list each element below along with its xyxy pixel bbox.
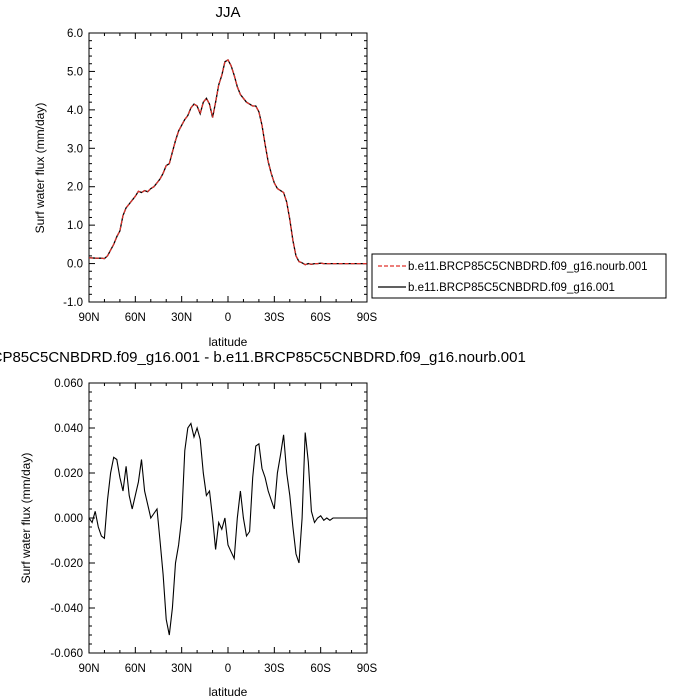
y-tick-label: 6.0 xyxy=(67,28,83,40)
y-tick-label: 1.0 xyxy=(67,220,83,232)
chart-title: b.e11.BRCP85C5CNBDRD.f09_g16.001 - b.e11… xyxy=(0,349,526,366)
plot-frame xyxy=(88,382,368,654)
y-axis-ticks: 6.0 5.0 4.0 3.0 2.0 1.0 0.0 -1.0 xyxy=(63,28,367,309)
y-tick-label: -0.060 xyxy=(50,648,83,660)
x-tick-label: 30N xyxy=(171,663,192,675)
y-tick-label: 0.060 xyxy=(54,378,83,390)
series-line-difference xyxy=(88,422,367,636)
x-tick-label: 90N xyxy=(78,663,99,675)
y-tick-label: 2.0 xyxy=(67,182,83,194)
y-tick-label: 0.000 xyxy=(54,513,83,525)
y-axis-label: Surf water flux (mm/day) xyxy=(33,103,47,234)
y-tick-label: -1.0 xyxy=(63,297,83,309)
x-tick-label: 60S xyxy=(310,312,331,324)
plot-lines xyxy=(88,422,367,636)
x-axis-ticks: 90N 60N 30N 0 30S 60S 90S xyxy=(78,383,378,675)
x-tick-label: 30S xyxy=(264,663,285,675)
x-axis-label: latitude xyxy=(209,685,248,699)
panel-difference: b.e11.BRCP85C5CNBDRD.f09_g16.001 - b.e11… xyxy=(0,349,526,699)
x-axis-label: latitude xyxy=(209,335,248,349)
x-tick-label: 30S xyxy=(264,312,285,324)
x-axis-ticks: 90N 60N 30N 0 30S 60S 90S xyxy=(78,33,378,324)
legend: b.e11.BRCP85C5CNBDRD.f09_g16.nourb.001 b… xyxy=(371,253,667,299)
series-line-base xyxy=(88,58,367,266)
y-axis-ticks: 0.060 0.040 0.020 0.000 -0.020 -0.040 -0.060 xyxy=(50,378,367,660)
y-tick-label: -0.020 xyxy=(50,558,83,570)
x-tick-label: 60N xyxy=(125,663,146,675)
x-tick-label: 90S xyxy=(357,663,378,675)
y-tick-label: 0.0 xyxy=(67,259,83,271)
y-tick-label: 0.020 xyxy=(54,468,83,480)
y-tick-label: 3.0 xyxy=(67,143,83,155)
y-tick-label: 5.0 xyxy=(67,66,83,78)
x-tick-label: 0 xyxy=(225,312,231,324)
chart-title: JJA xyxy=(215,4,240,21)
series-line-nourb xyxy=(88,59,367,266)
x-tick-label: 60N xyxy=(125,312,146,324)
x-tick-label: 90N xyxy=(78,312,99,324)
legend-label-nourb: b.e11.BRCP85C5CNBDRD.f09_g16.nourb.001 xyxy=(408,261,648,273)
x-tick-label: 0 xyxy=(225,663,231,675)
x-tick-label: 30N xyxy=(171,312,192,324)
plot-frame xyxy=(88,32,368,303)
plot-lines xyxy=(88,58,367,266)
x-tick-label: 90S xyxy=(357,312,378,324)
y-tick-label: -0.040 xyxy=(50,603,83,615)
panel-mean-flux: JJA 6.0 5.0 4.0 3.0 2.0 1.0 0.0 -1.0 90N 60N 30N 0… xyxy=(33,4,378,349)
x-tick-label: 60S xyxy=(310,663,331,675)
y-axis-label: Surf water flux (mm/day) xyxy=(19,453,33,584)
legend-label-base: b.e11.BRCP85C5CNBDRD.f09_g16.001 xyxy=(408,282,615,294)
y-tick-label: 4.0 xyxy=(67,105,83,117)
y-tick-label: 0.040 xyxy=(54,423,83,435)
legend-box xyxy=(371,253,667,299)
